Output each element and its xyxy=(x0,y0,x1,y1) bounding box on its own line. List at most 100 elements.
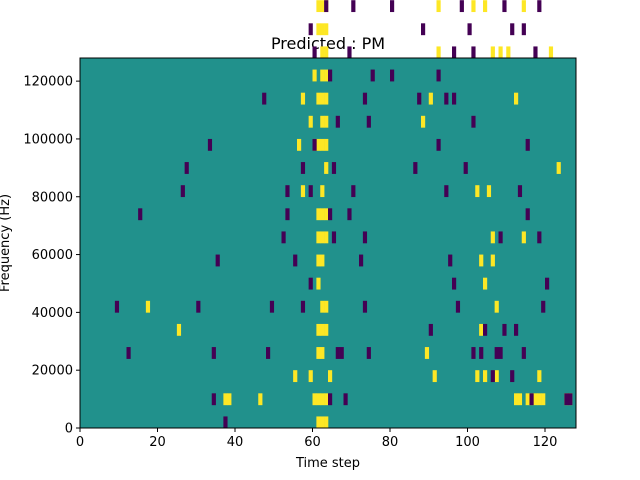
heatmap-cell-high xyxy=(483,0,488,13)
plot-frame xyxy=(79,57,577,429)
heatmap-cell-high xyxy=(475,185,480,198)
heatmap-cell-high xyxy=(514,393,519,406)
x-tick-label: 100 xyxy=(455,435,480,450)
x-tick-label: 80 xyxy=(382,435,399,450)
heatmap-cell-high xyxy=(316,347,321,359)
y-tick-label: 40000 xyxy=(32,306,73,321)
heatmap-cell-low xyxy=(471,46,476,59)
heatmap-cell-low xyxy=(417,92,422,105)
heatmap-cell-low xyxy=(568,393,573,406)
y-tick-label: 80000 xyxy=(32,190,73,205)
heatmap-cell-low xyxy=(339,347,344,359)
heatmap-cell-low xyxy=(215,254,220,267)
heatmap-cell-low xyxy=(138,208,143,221)
heatmap-cell-low xyxy=(502,0,507,13)
heatmap-cell-low xyxy=(494,347,499,359)
y-tick-label: 100000 xyxy=(23,132,73,147)
heatmap-cell-high xyxy=(490,254,495,267)
heatmap-cell-high xyxy=(300,92,306,105)
heatmap-cell-high xyxy=(421,115,426,128)
heatmap-cell-low xyxy=(347,208,352,221)
heatmap-cell-high xyxy=(312,69,317,82)
heatmap-cell-high xyxy=(324,115,329,128)
heatmap-cell-high xyxy=(316,393,321,406)
heatmap-cell-low xyxy=(510,23,515,36)
heatmap-cell-low xyxy=(529,393,534,406)
heatmap-cell-low xyxy=(347,46,352,59)
heatmap-cell-low xyxy=(452,277,457,290)
heatmap-cell-low xyxy=(479,347,484,359)
heatmap-cell-low xyxy=(510,370,515,383)
heatmap-cell-high xyxy=(479,323,484,336)
heatmap-cell-low xyxy=(502,323,507,336)
heatmap-cell-high xyxy=(324,300,329,313)
heatmap-cell-low xyxy=(285,208,290,221)
heatmap-cell-high xyxy=(475,370,480,383)
heatmap-cell-low xyxy=(471,115,476,128)
heatmap-cell-high xyxy=(548,46,554,59)
heatmap-cell-high xyxy=(324,46,329,59)
heatmap-cell-high xyxy=(316,277,321,290)
heatmap-cell-low xyxy=(300,162,306,174)
heatmap-cell-low xyxy=(335,347,340,359)
heatmap-cell-high xyxy=(320,185,325,198)
heatmap-cell-high xyxy=(227,393,232,406)
plot-area xyxy=(80,0,576,429)
heatmap-cell-low xyxy=(498,231,503,244)
heatmap-cell-high xyxy=(521,231,526,244)
heatmap-cell-high xyxy=(320,69,325,82)
heatmap-cell-low xyxy=(262,92,267,105)
heatmap-cell-high xyxy=(320,115,325,128)
heatmap-cell-low xyxy=(328,208,333,221)
heatmap-cell-low xyxy=(266,347,271,359)
heatmap-cell-low xyxy=(366,347,371,359)
heatmap-cell-high xyxy=(486,185,492,198)
heatmap-cell-low xyxy=(281,231,286,244)
heatmap-cell-high xyxy=(300,185,306,198)
heatmap-cell-high xyxy=(320,416,325,429)
heatmap-cell-high xyxy=(490,231,495,244)
heatmap-cell-high xyxy=(479,254,484,267)
heatmap-cell-high xyxy=(436,0,441,13)
heatmap-cell-high xyxy=(316,208,321,221)
heatmap-cell-low xyxy=(308,185,313,198)
heatmap-cell-high xyxy=(308,370,313,383)
heatmap-cell-low xyxy=(184,162,189,174)
heatmap-cell-high xyxy=(316,323,321,336)
heatmap-cell-high xyxy=(308,115,313,128)
heatmap-cell-low xyxy=(537,231,542,244)
heatmap-cell-low xyxy=(351,0,356,13)
heatmap-cell-high xyxy=(293,370,298,383)
y-axis-label: Frequency (Hz) xyxy=(0,194,13,292)
heatmap-cell-high xyxy=(533,393,538,406)
heatmap-cell-high xyxy=(471,0,476,13)
heatmap-cell-low xyxy=(452,92,457,105)
heatmap-cell-low xyxy=(452,46,457,59)
heatmap-cell-low xyxy=(180,185,185,198)
heatmap-cell-low xyxy=(293,254,298,267)
heatmap-cell-high xyxy=(498,46,503,59)
y-tick-label: 120000 xyxy=(23,75,73,90)
heatmap-cell-low xyxy=(312,138,317,151)
heatmap-cell-low xyxy=(370,69,375,82)
heatmap-cell-low xyxy=(517,185,523,198)
heatmap-cell-high xyxy=(494,300,499,313)
heatmap-cell-low xyxy=(498,347,503,359)
heatmap-cell-low xyxy=(514,323,519,336)
heatmap-cell-low xyxy=(308,277,313,290)
heatmap-cell-high xyxy=(324,23,329,36)
heatmap-cell-high xyxy=(328,370,333,383)
heatmap-cell-high xyxy=(514,92,519,105)
heatmap-cell-high xyxy=(320,231,325,244)
heatmap-cell-low xyxy=(331,162,337,174)
heatmap-cell-high xyxy=(145,300,151,313)
heatmap-cell-high xyxy=(316,23,321,36)
x-tick-label: 120 xyxy=(533,435,558,450)
heatmap-cell-low xyxy=(223,416,228,429)
heatmap-cell-high xyxy=(436,46,441,59)
heatmap-cell-high xyxy=(320,23,325,36)
heatmap-cell-high xyxy=(324,323,329,336)
heatmap-cell-low xyxy=(211,347,216,359)
heatmap-cell-high xyxy=(324,138,329,151)
